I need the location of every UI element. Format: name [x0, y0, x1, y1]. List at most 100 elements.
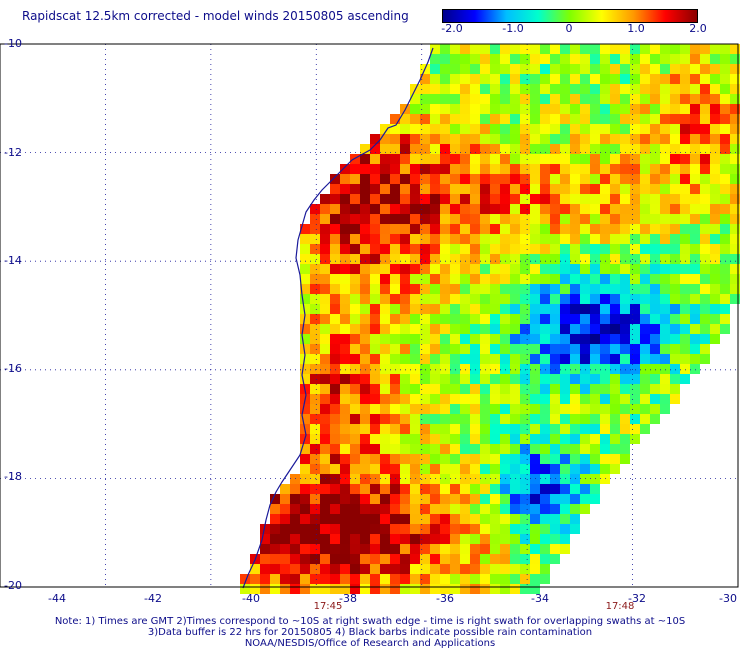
data-cell: [490, 464, 500, 474]
data-cell: [290, 534, 300, 544]
data-cell: [500, 54, 510, 64]
data-cell: [470, 554, 480, 564]
data-cell: [400, 374, 410, 384]
data-cell: [570, 134, 580, 144]
data-cell: [370, 144, 380, 154]
data-cell: [450, 124, 460, 134]
data-cell: [470, 504, 480, 514]
data-cell: [360, 544, 370, 554]
data-cell: [360, 274, 370, 284]
data-cell: [510, 154, 520, 164]
data-cell: [610, 414, 620, 424]
data-cell: [710, 264, 720, 274]
data-cell: [590, 354, 600, 364]
data-cell: [450, 344, 460, 354]
data-cell: [640, 84, 650, 94]
data-cell: [660, 324, 670, 334]
data-cell: [410, 564, 420, 574]
data-cell: [510, 304, 520, 314]
data-cell: [600, 294, 610, 304]
data-cell: [570, 394, 580, 404]
data-cell: [470, 564, 480, 574]
data-cell: [360, 164, 370, 174]
data-cell: [660, 374, 670, 384]
data-cell: [710, 94, 720, 104]
data-cell: [440, 234, 450, 244]
data-cell: [530, 334, 540, 344]
data-cell: [320, 234, 330, 244]
data-cell: [620, 124, 630, 134]
data-cell: [410, 144, 420, 154]
data-cell: [590, 344, 600, 354]
data-cell: [460, 524, 470, 534]
data-cell: [480, 44, 490, 54]
data-cell: [570, 354, 580, 364]
data-cell: [460, 324, 470, 334]
data-cell: [370, 314, 380, 324]
data-cell: [640, 334, 650, 344]
data-cell: [260, 564, 270, 574]
data-cell: [640, 224, 650, 234]
data-cell: [300, 454, 310, 464]
data-cell: [380, 144, 390, 154]
data-cell: [500, 134, 510, 144]
data-cell: [470, 254, 480, 264]
data-cell: [440, 314, 450, 324]
data-cell: [440, 164, 450, 174]
data-cell: [330, 404, 340, 414]
data-cell: [690, 144, 700, 154]
data-cell: [540, 234, 550, 244]
data-cell: [610, 384, 620, 394]
data-cell: [420, 314, 430, 324]
data-cell: [500, 154, 510, 164]
data-cell: [510, 454, 520, 464]
data-cell: [430, 484, 440, 494]
data-cell: [440, 524, 450, 534]
data-cell: [330, 364, 340, 374]
data-cell: [420, 234, 430, 244]
data-cell: [560, 204, 570, 214]
data-cell: [550, 104, 560, 114]
data-cell: [510, 494, 520, 504]
data-cell: [650, 274, 660, 284]
data-cell: [320, 484, 330, 494]
data-cell: [350, 234, 360, 244]
data-cell: [310, 274, 320, 284]
data-cell: [600, 304, 610, 314]
data-cell: [430, 114, 440, 124]
data-cell: [340, 394, 350, 404]
data-cell: [360, 344, 370, 354]
data-cell: [430, 544, 440, 554]
data-cell: [530, 554, 540, 564]
data-cell: [350, 434, 360, 444]
data-cell: [410, 204, 420, 214]
data-cell: [420, 74, 430, 84]
data-cell: [370, 504, 380, 514]
data-cell: [350, 554, 360, 564]
data-cell: [310, 444, 320, 454]
data-cell: [450, 274, 460, 284]
data-cell: [350, 304, 360, 314]
data-cell: [480, 174, 490, 184]
data-cell: [610, 354, 620, 364]
data-cell: [540, 514, 550, 524]
data-cell: [510, 444, 520, 454]
data-cell: [270, 524, 280, 534]
data-cell: [380, 534, 390, 544]
data-cell: [490, 124, 500, 134]
data-cell: [330, 354, 340, 364]
data-cell: [370, 484, 380, 494]
data-cell: [520, 104, 530, 114]
data-cell: [390, 334, 400, 344]
data-cell: [410, 534, 420, 544]
data-cell: [570, 74, 580, 84]
data-cell: [680, 134, 690, 144]
lat-label: -20: [4, 579, 22, 592]
data-cell: [650, 364, 660, 374]
data-cell: [560, 464, 570, 474]
data-cell: [680, 184, 690, 194]
data-cell: [520, 54, 530, 64]
data-cell: [320, 364, 330, 374]
data-cell: [720, 204, 730, 214]
data-cell: [580, 414, 590, 424]
